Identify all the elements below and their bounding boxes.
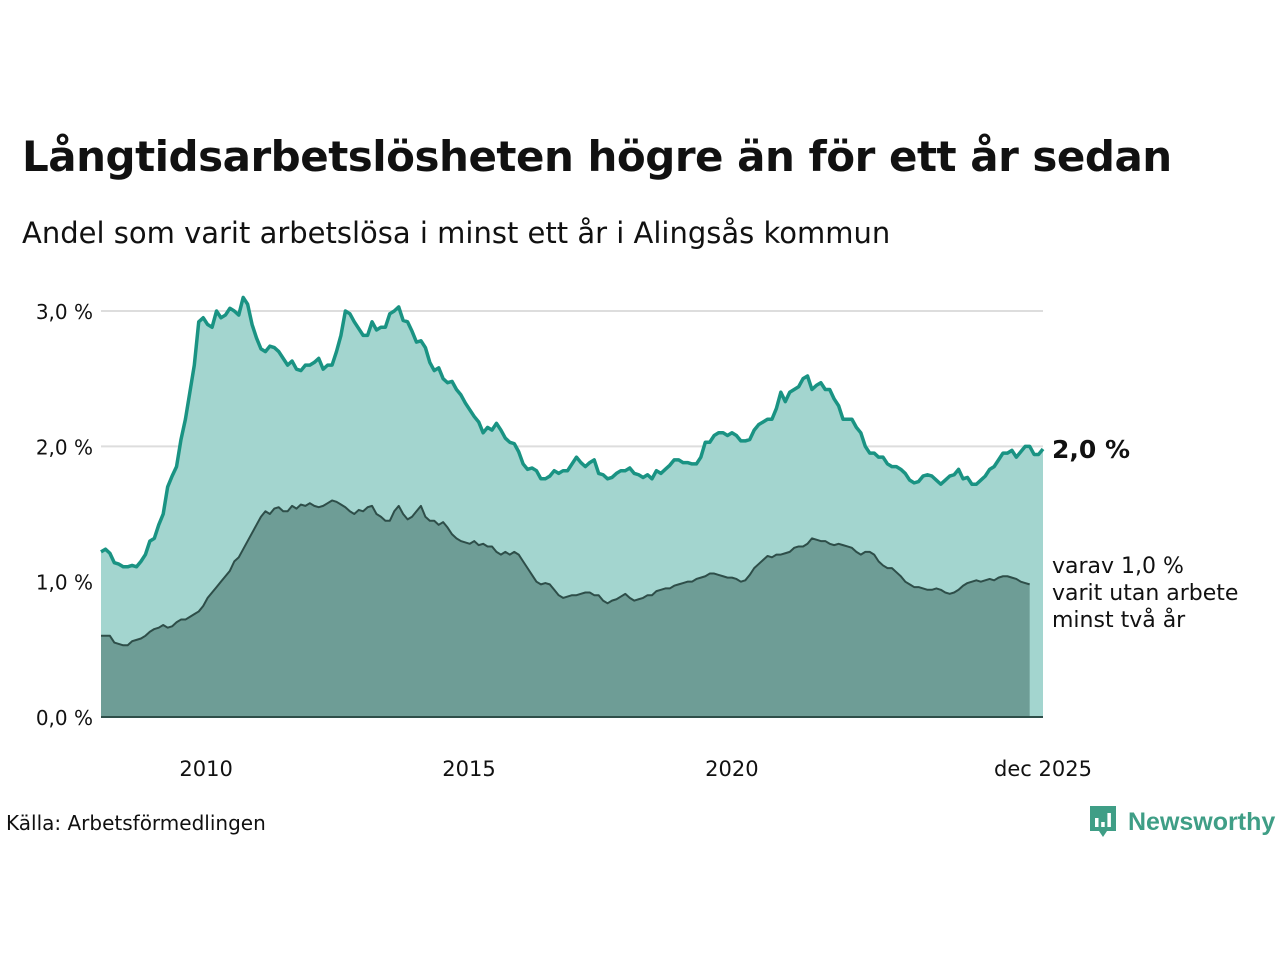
chart-title: Långtidsarbetslösheten högre än för ett … [22,132,1172,181]
source-note: Källa: Arbetsförmedlingen [6,811,266,835]
x-tick-label: 2020 [705,757,758,781]
total-series-line [100,295,1045,569]
latest-long-term-label-line-2: varit utan arbete [1052,581,1238,606]
newsworthy-logo-icon [1090,806,1116,837]
y-tick-label: 3,0 % [36,300,93,324]
latest-long-term-label: varav 1,0 % varit utan arbete minst två … [1052,554,1245,633]
y-tick-label: 2,0 % [36,435,93,459]
y-axis-ticks: 0,0 % 1,0 % 2,0 % 3,0 % [36,300,93,730]
latest-long-term-label-line-3: minst två år [1052,607,1186,633]
y-tick-label: 1,0 % [36,571,93,595]
latest-long-term-label-line-1: varav 1,0 % [1052,554,1184,579]
newsworthy-logo[interactable]: Newsworthy [1088,804,1275,840]
y-tick-label: 0,0 % [36,706,93,730]
latest-total-label: 2,0 % [1052,435,1130,464]
x-tick-label: 2015 [442,757,495,781]
chart-subtitle: Andel som varit arbetslösa i minst ett å… [22,216,891,250]
x-tick-label: dec 2025 [994,757,1092,781]
newsworthy-logo-text: Newsworthy [1128,807,1276,836]
x-axis-ticks: 2010 2015 2020 dec 2025 [179,757,1092,781]
long-term-area-fill [101,500,1030,717]
x-tick-label: 2010 [179,757,232,781]
long-term-series-line [101,499,1030,647]
